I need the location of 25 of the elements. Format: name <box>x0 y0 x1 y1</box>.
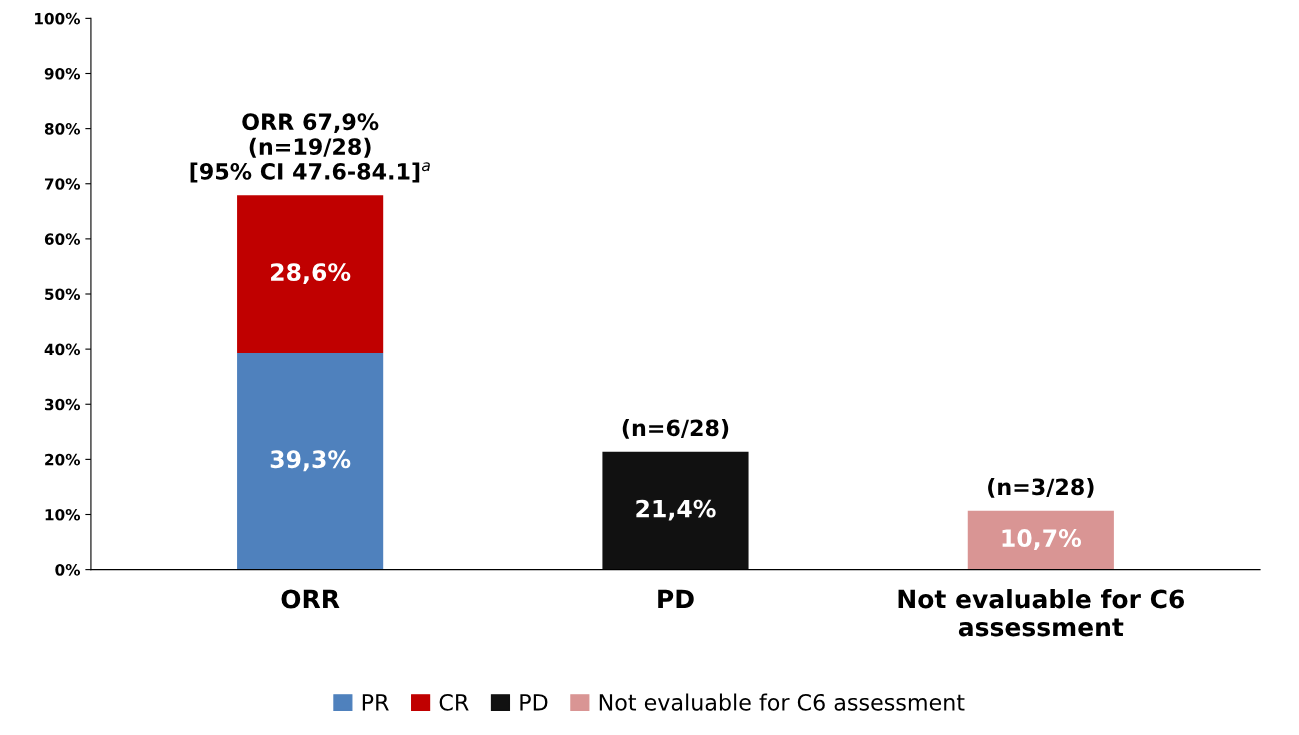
y-tick-label: 30% <box>44 398 81 411</box>
y-tick-label: 100% <box>35 12 81 25</box>
legend-label: PD <box>520 694 548 711</box>
y-tick-label: 10% <box>45 508 81 521</box>
y-tick-label: 90% <box>44 67 81 80</box>
data-label: 39,3% <box>270 450 351 472</box>
y-tick-label: 70% <box>44 178 81 190</box>
legend-label: PR <box>362 694 389 711</box>
data-label: 21,4% <box>636 499 716 521</box>
y-tick-label: 60% <box>44 233 81 245</box>
y-tick-label: 0% <box>55 564 81 576</box>
legend-label: CR <box>439 693 469 711</box>
y-tick-label: 40% <box>44 343 81 356</box>
annotation: (n=3/28) <box>988 478 1094 498</box>
annotation: (n=6/28) <box>622 419 729 439</box>
data-label: 28,6% <box>271 263 351 285</box>
annotation: ORR 67,9% (n=19/28) [95% CI 47.6-84.1]$^{a}$ <box>190 113 430 183</box>
x-tick-label: Not evaluable for C6 assessment <box>898 589 1185 637</box>
data-label: 10,7% <box>1002 529 1082 550</box>
x-tick-label: PD <box>658 589 694 609</box>
legend-label: Not evaluable for C6 assessment <box>599 693 965 711</box>
y-tick-label: 50% <box>45 288 81 301</box>
y-tick-label: 80% <box>44 123 81 135</box>
x-tick-label: ORR <box>281 589 340 609</box>
y-tick-label: 20% <box>45 453 81 466</box>
